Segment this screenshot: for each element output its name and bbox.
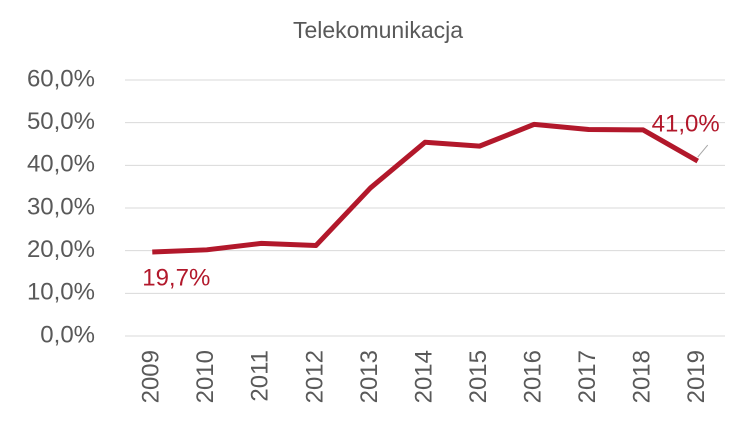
y-tick-label: 20,0% [27, 236, 95, 263]
y-tick-label: 60,0% [27, 65, 95, 92]
x-tick-label: 2013 [356, 350, 383, 403]
chart-title: Telekomunikacja [293, 17, 463, 43]
x-tick-label: 2015 [465, 350, 492, 403]
y-tick-label: 40,0% [27, 151, 95, 178]
y-tick-label: 30,0% [27, 193, 95, 220]
x-tick-label: 2018 [629, 350, 656, 403]
x-tick-label: 2010 [192, 350, 219, 403]
line-series [152, 121, 699, 255]
data-label: 41,0% [652, 110, 720, 137]
x-tick-label: 2019 [683, 350, 710, 403]
data-label: 19,7% [142, 264, 210, 291]
x-tick-label: 2012 [301, 350, 328, 403]
x-tick-label: 2016 [519, 350, 546, 403]
x-tick-label: 2009 [138, 350, 165, 403]
y-tick-label: 50,0% [27, 108, 95, 135]
x-tick-label: 2017 [574, 350, 601, 403]
y-tick-label: 0,0% [40, 321, 95, 348]
x-tick-label: 2011 [247, 350, 274, 402]
x-tick-label: 2014 [410, 350, 437, 403]
y-tick-label: 10,0% [27, 279, 95, 306]
leader-line [697, 144, 709, 158]
